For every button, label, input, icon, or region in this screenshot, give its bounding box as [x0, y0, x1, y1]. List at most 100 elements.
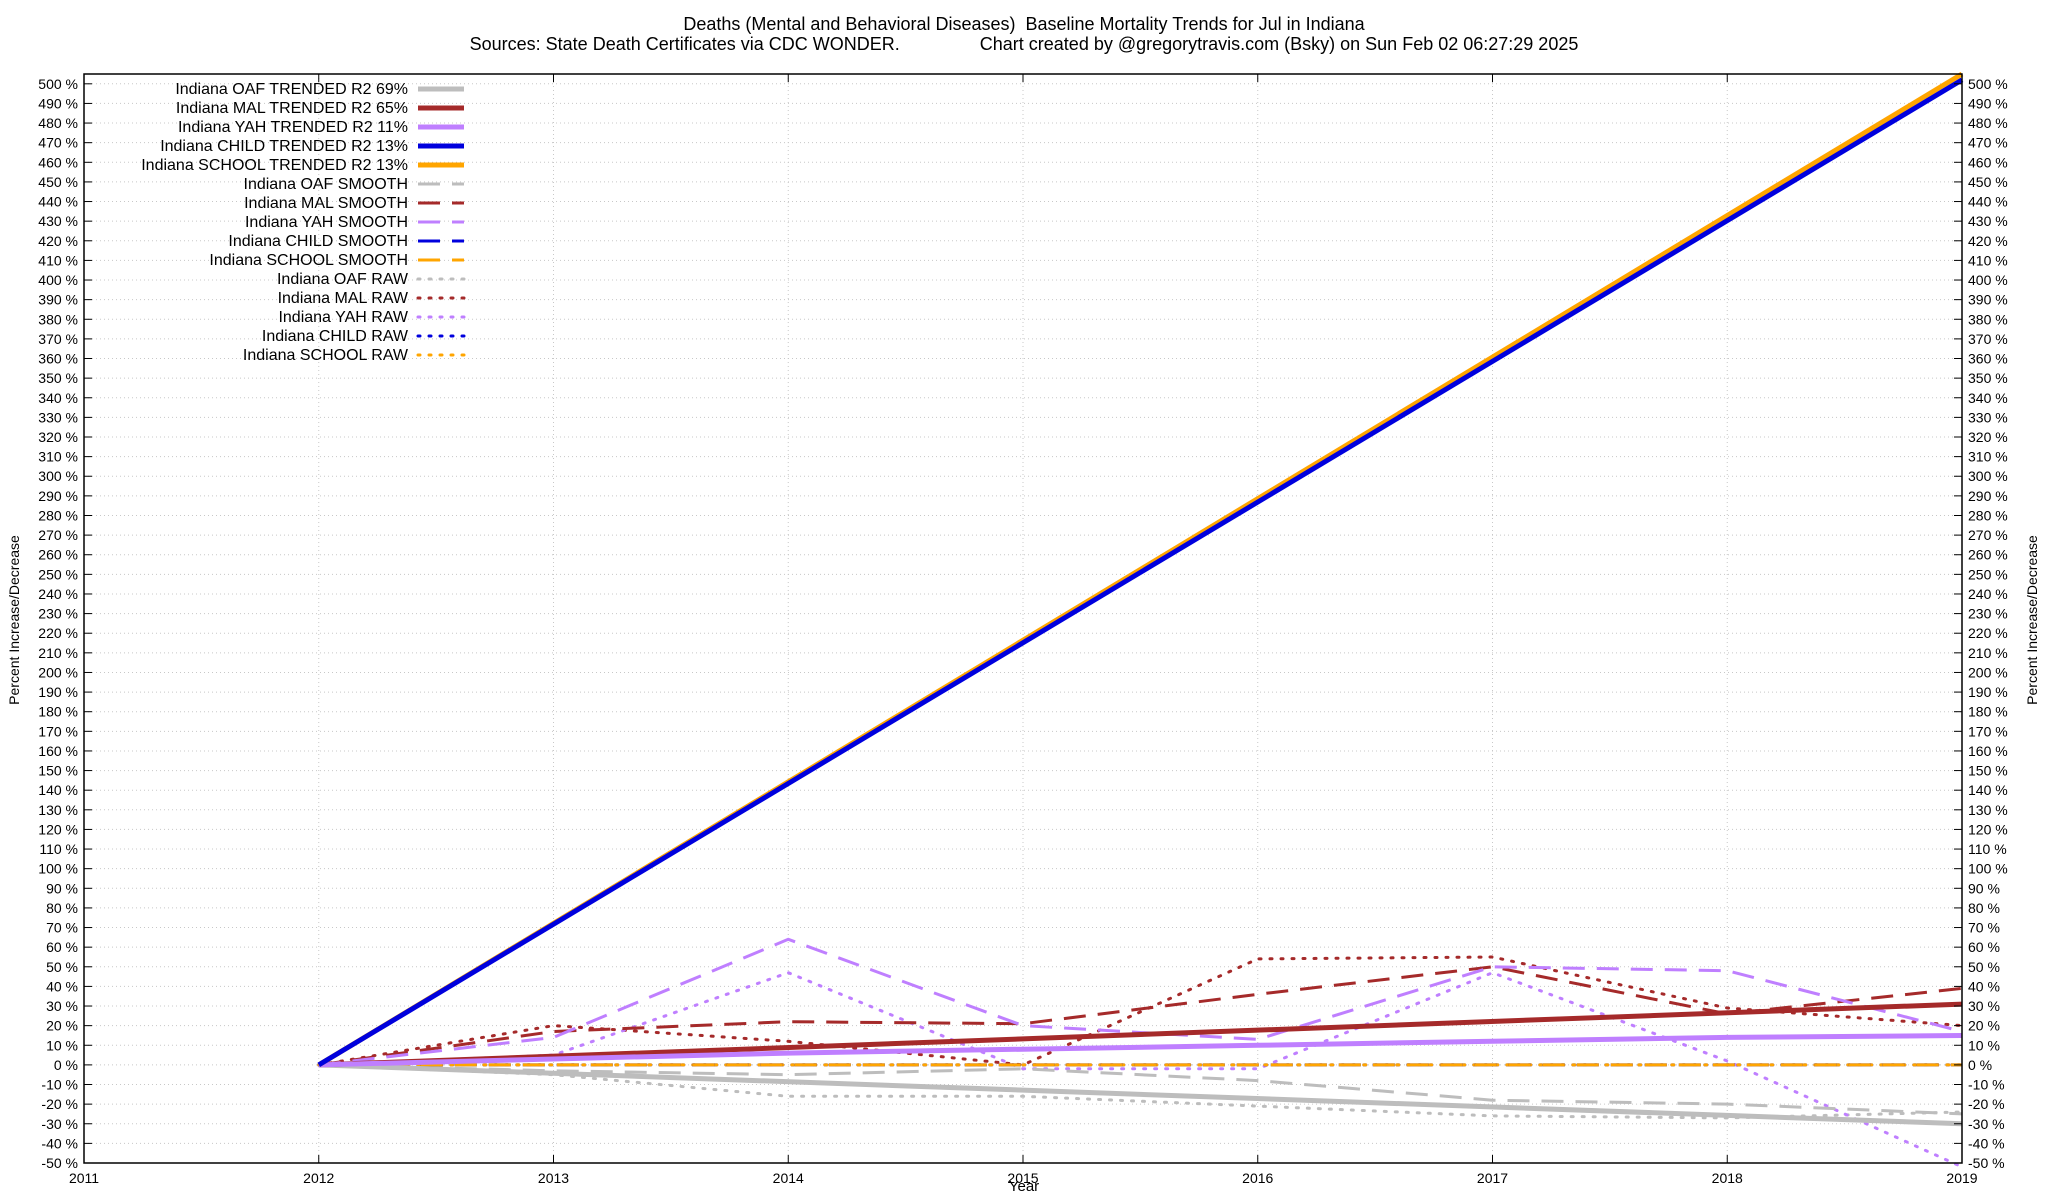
legend-label-indiana-school-smooth: Indiana SCHOOL SMOOTH: [209, 252, 408, 269]
y-tick-label-right: 140 %: [1968, 782, 2008, 798]
y-tick-label-right: 460 %: [1968, 154, 2008, 170]
series-line-indiana-mal-trended-r2-65: [318, 1001, 1963, 1068]
y-tick-label-left: 490 %: [38, 95, 78, 111]
x-tick-label: 2018: [1712, 1170, 1743, 1186]
y-tick-label-right: 10 %: [1968, 1037, 2000, 1053]
y-tick-label-left: 300 %: [38, 468, 78, 484]
y-tick-label-left: 430 %: [38, 213, 78, 229]
y-tick-label-right: 120 %: [1968, 821, 2008, 837]
y-tick-label-left: 160 %: [38, 743, 78, 759]
y-tick-label-right: 130 %: [1968, 802, 2008, 818]
y-tick-label-right: 490 %: [1968, 95, 2008, 111]
y-tick-label-left: 410 %: [38, 252, 78, 268]
y-tick-label-right: 50 %: [1968, 959, 2000, 975]
y-tick-label-left: 100 %: [38, 861, 78, 877]
x-tick-label: 2014: [773, 1170, 804, 1186]
x-tick-label: 2015: [1007, 1170, 1038, 1186]
y-tick-label-left: 50 %: [46, 959, 78, 975]
y-tick-label-left: 350 %: [38, 370, 78, 386]
y-tick-label-left: 70 %: [46, 920, 78, 936]
y-tick-label-right: 160 %: [1968, 743, 2008, 759]
y-tick-label-right: 370 %: [1968, 331, 2008, 347]
legend-label-indiana-child-raw: Indiana CHILD RAW: [262, 328, 409, 345]
y-tick-label-left: 420 %: [38, 233, 78, 249]
series-line-indiana-oaf-raw: [317, 1063, 1964, 1120]
y-tick-label-right: 470 %: [1968, 135, 2008, 151]
y-tick-label-left: 30 %: [46, 998, 78, 1014]
y-tick-label-left: 210 %: [38, 645, 78, 661]
y-tick-label-right: 390 %: [1968, 292, 2008, 308]
legend-label-indiana-school-raw: Indiana SCHOOL RAW: [243, 347, 409, 364]
y-tick-label-right: 150 %: [1968, 763, 2008, 779]
y-tick-label-left: 130 %: [38, 802, 78, 818]
y-tick-label-left: 290 %: [38, 488, 78, 504]
legend-label-indiana-mal-raw: Indiana MAL RAW: [278, 290, 409, 307]
y-tick-label-right: 400 %: [1968, 272, 2008, 288]
y-axis-label-left: Percent Increase/Decrease: [6, 535, 22, 705]
y-tick-label-left: 20 %: [46, 1018, 78, 1034]
legend-label-indiana-mal-trended-r2-65: Indiana MAL TRENDED R2 65%: [176, 100, 408, 117]
y-tick-label-right: -10 %: [1968, 1077, 2005, 1093]
y-tick-label-left: 470 %: [38, 135, 78, 151]
y-tick-label-right: 110 %: [1968, 841, 2007, 857]
y-tick-label-right: 500 %: [1968, 76, 2008, 92]
y-tick-label-right: 310 %: [1968, 449, 2008, 465]
y-tick-label-left: -10 %: [41, 1077, 78, 1093]
y-tick-label-right: 430 %: [1968, 213, 2008, 229]
y-tick-label-right: 260 %: [1968, 547, 2008, 563]
y-tick-label-right: 320 %: [1968, 429, 2008, 445]
y-tick-label-left: 10 %: [46, 1037, 78, 1053]
y-tick-label-right: 330 %: [1968, 409, 2008, 425]
series-line-indiana-child-trended-r2-13: [317, 77, 1964, 1068]
y-tick-label-right: 420 %: [1968, 233, 2008, 249]
y-tick-label-left: -40 %: [41, 1135, 78, 1151]
x-tick-label: 2011: [69, 1170, 99, 1186]
y-tick-label-right: 220 %: [1968, 625, 2008, 641]
y-tick-label-right: 290 %: [1968, 488, 2008, 504]
y-tick-label-right: 300 %: [1968, 468, 2008, 484]
y-tick-label-right: 250 %: [1968, 566, 2008, 582]
legend-label-indiana-yah-trended-r2-11: Indiana YAH TRENDED R2 11%: [178, 119, 408, 136]
y-tick-label-right: 100 %: [1968, 861, 2008, 877]
y-tick-label-right: 90 %: [1968, 880, 2000, 896]
y-tick-label-right: 70 %: [1968, 920, 2000, 936]
y-tick-label-right: 210 %: [1968, 645, 2008, 661]
y-tick-label-right: -40 %: [1968, 1135, 2005, 1151]
series-line-indiana-mal-raw: [317, 955, 1964, 1067]
y-axis-label-right: Percent Increase/Decrease: [2024, 535, 2040, 705]
y-tick-label-left: 180 %: [38, 704, 78, 720]
legend-label-indiana-oaf-trended-r2-69: Indiana OAF TRENDED R2 69%: [175, 81, 408, 98]
y-tick-label-right: 440 %: [1968, 194, 2008, 210]
x-axis-label: Year: [1008, 1178, 1040, 1195]
y-tick-label-right: 450 %: [1968, 174, 2008, 190]
y-tick-label-right: 180 %: [1968, 704, 2008, 720]
y-tick-label-left: 110 %: [39, 841, 78, 857]
y-tick-label-right: 240 %: [1968, 586, 2008, 602]
legend-label-indiana-oaf-smooth: Indiana OAF SMOOTH: [244, 176, 409, 193]
series-line-indiana-mal-smooth: [318, 965, 1963, 1067]
y-tick-label-right: -20 %: [1968, 1096, 2005, 1112]
y-tick-label-left: 330 %: [38, 409, 78, 425]
x-tick-label: 2019: [1946, 1170, 1977, 1186]
legend-label-indiana-school-trended-r2-13: Indiana SCHOOL TRENDED R2 13%: [141, 157, 408, 174]
y-tick-label-right: 480 %: [1968, 115, 2008, 131]
y-tick-label-left: 40 %: [46, 978, 78, 994]
y-tick-label-right: 60 %: [1968, 939, 2000, 955]
y-tick-label-left: -30 %: [41, 1116, 78, 1132]
x-tick-label: 2016: [1242, 1170, 1273, 1186]
legend-label-indiana-oaf-raw: Indiana OAF RAW: [277, 271, 409, 288]
y-tick-label-right: 0 %: [1968, 1057, 1992, 1073]
y-tick-label-left: 60 %: [46, 939, 78, 955]
y-tick-label-left: 340 %: [38, 390, 78, 406]
series-line-indiana-yah-trended-r2-11: [318, 1033, 1963, 1068]
y-tick-label-right: 20 %: [1968, 1018, 2000, 1034]
y-tick-label-left: 90 %: [46, 880, 78, 896]
y-tick-label-left: 260 %: [38, 547, 78, 563]
y-tick-label-right: 350 %: [1968, 370, 2008, 386]
y-tick-label-left: 80 %: [46, 900, 78, 916]
y-tick-label-right: 40 %: [1968, 978, 2000, 994]
y-tick-label-right: 190 %: [1968, 684, 2008, 700]
y-tick-label-right: 280 %: [1968, 507, 2008, 523]
y-tick-label-left: -50 %: [41, 1155, 78, 1171]
